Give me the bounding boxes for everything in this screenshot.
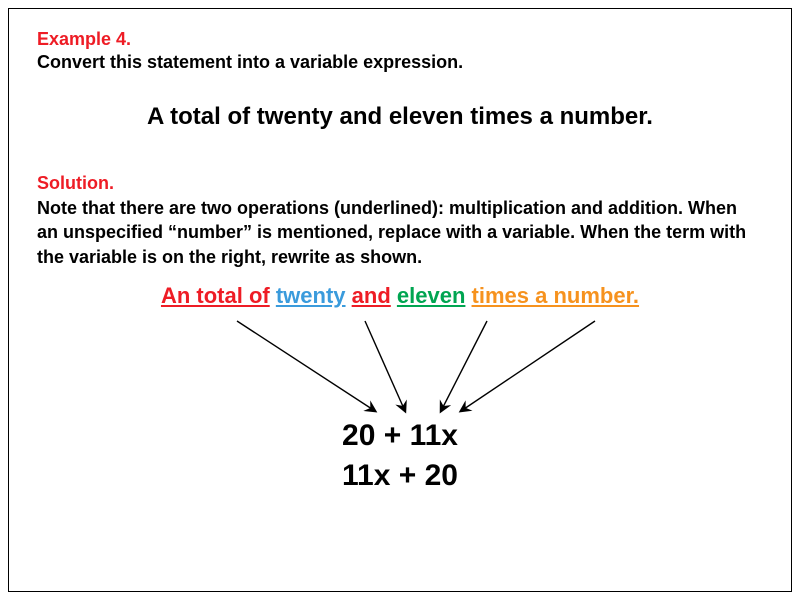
arrow-lines	[237, 321, 595, 411]
colored-statement: An total of twenty and eleven times a nu…	[37, 283, 763, 309]
expression-area: 20 + 11x 11x + 20	[37, 309, 763, 509]
expression-1: 20 + 11x	[342, 419, 458, 453]
phrase-eleven: eleven	[397, 283, 466, 308]
example-label: Example 4.	[37, 29, 763, 50]
arrow-line-1	[237, 321, 375, 411]
phrase-twenty: twenty	[276, 283, 346, 308]
content-frame: Example 4. Convert this statement into a…	[8, 8, 792, 592]
phrase-and: and	[352, 283, 391, 308]
arrow-line-4	[461, 321, 595, 411]
problem-statement: A total of twenty and eleven times a num…	[37, 103, 763, 131]
solution-label: Solution.	[37, 173, 763, 194]
solution-explanation: Note that there are two operations (unde…	[37, 196, 763, 269]
phrase-total-of: An total of	[161, 283, 270, 308]
expression-2: 11x + 20	[342, 459, 458, 493]
instruction-text: Convert this statement into a variable e…	[37, 52, 763, 73]
arrow-line-2	[365, 321, 405, 411]
phrase-times-number: times a number.	[472, 283, 640, 308]
